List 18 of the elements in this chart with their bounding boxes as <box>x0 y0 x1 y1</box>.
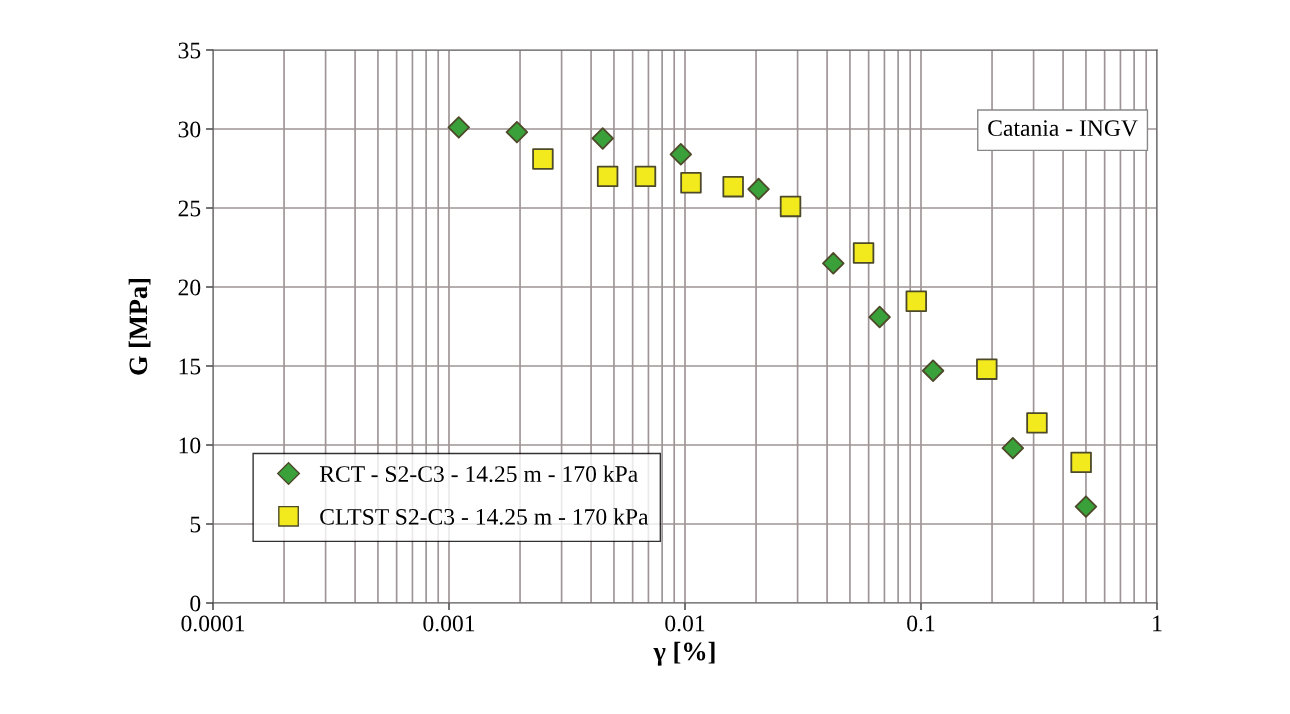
x-tick-label: 0.001 <box>423 615 475 632</box>
legend-label: CLTST S2-C3 - 14.25 m - 170 kPa <box>320 508 649 525</box>
y-tick-label: 25 <box>178 200 201 217</box>
x-tick-label: 1 <box>1153 615 1162 632</box>
y-tick-label: 0 <box>190 595 201 612</box>
x-axis-title: γ [%] <box>653 641 715 666</box>
y-tick-label: 5 <box>190 516 201 533</box>
y-tick-label: 35 <box>178 42 201 59</box>
legend-label: RCT - S2-C3 - 14.25 m - 170 kPa <box>319 465 638 483</box>
x-tick-label: 0.1 <box>907 615 935 632</box>
x-tick-label: 0.01 <box>665 615 705 632</box>
y-axis-title: G [MPa] <box>128 279 151 375</box>
x-tick-label: 0.0001 <box>181 615 245 632</box>
y-tick-label: 10 <box>179 437 201 454</box>
y-tick-label: 30 <box>178 121 201 138</box>
annotation: Catania - INGV <box>988 120 1138 137</box>
y-tick-label: 20 <box>178 279 201 296</box>
y-tick-label: 15 <box>179 358 201 375</box>
